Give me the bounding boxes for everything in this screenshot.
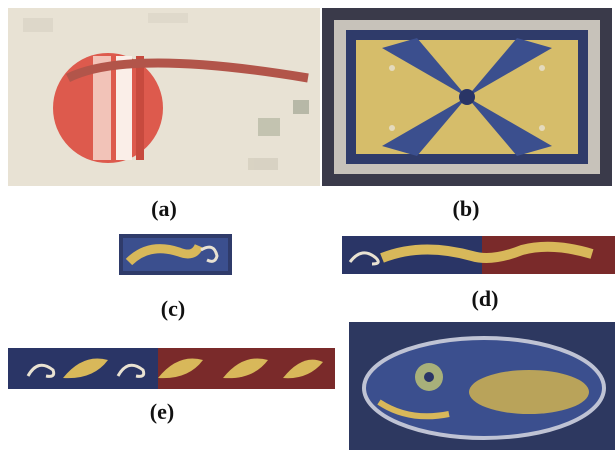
panel-e-rope-strip bbox=[8, 348, 335, 389]
cross-pattern-image bbox=[322, 8, 612, 186]
caption-d: (d) bbox=[471, 286, 499, 311]
panel-f-fish-motif bbox=[349, 322, 615, 450]
caption-c: (c) bbox=[160, 296, 186, 321]
panel-b-cross-pattern bbox=[322, 8, 612, 186]
caption-a: (a) bbox=[151, 196, 177, 221]
panel-c-small-ornament bbox=[119, 234, 232, 275]
caption-e: (e) bbox=[149, 399, 175, 424]
caption-b: (b) bbox=[452, 196, 480, 221]
small-ornament-image bbox=[119, 234, 232, 275]
rope-strip-image bbox=[8, 348, 335, 389]
panel-a-red-initial bbox=[8, 8, 320, 186]
red-initial-image bbox=[8, 8, 320, 186]
panel-d-ornament-strip bbox=[342, 236, 615, 274]
ornament-strip-image bbox=[342, 236, 615, 274]
fish-motif-image bbox=[349, 322, 615, 450]
